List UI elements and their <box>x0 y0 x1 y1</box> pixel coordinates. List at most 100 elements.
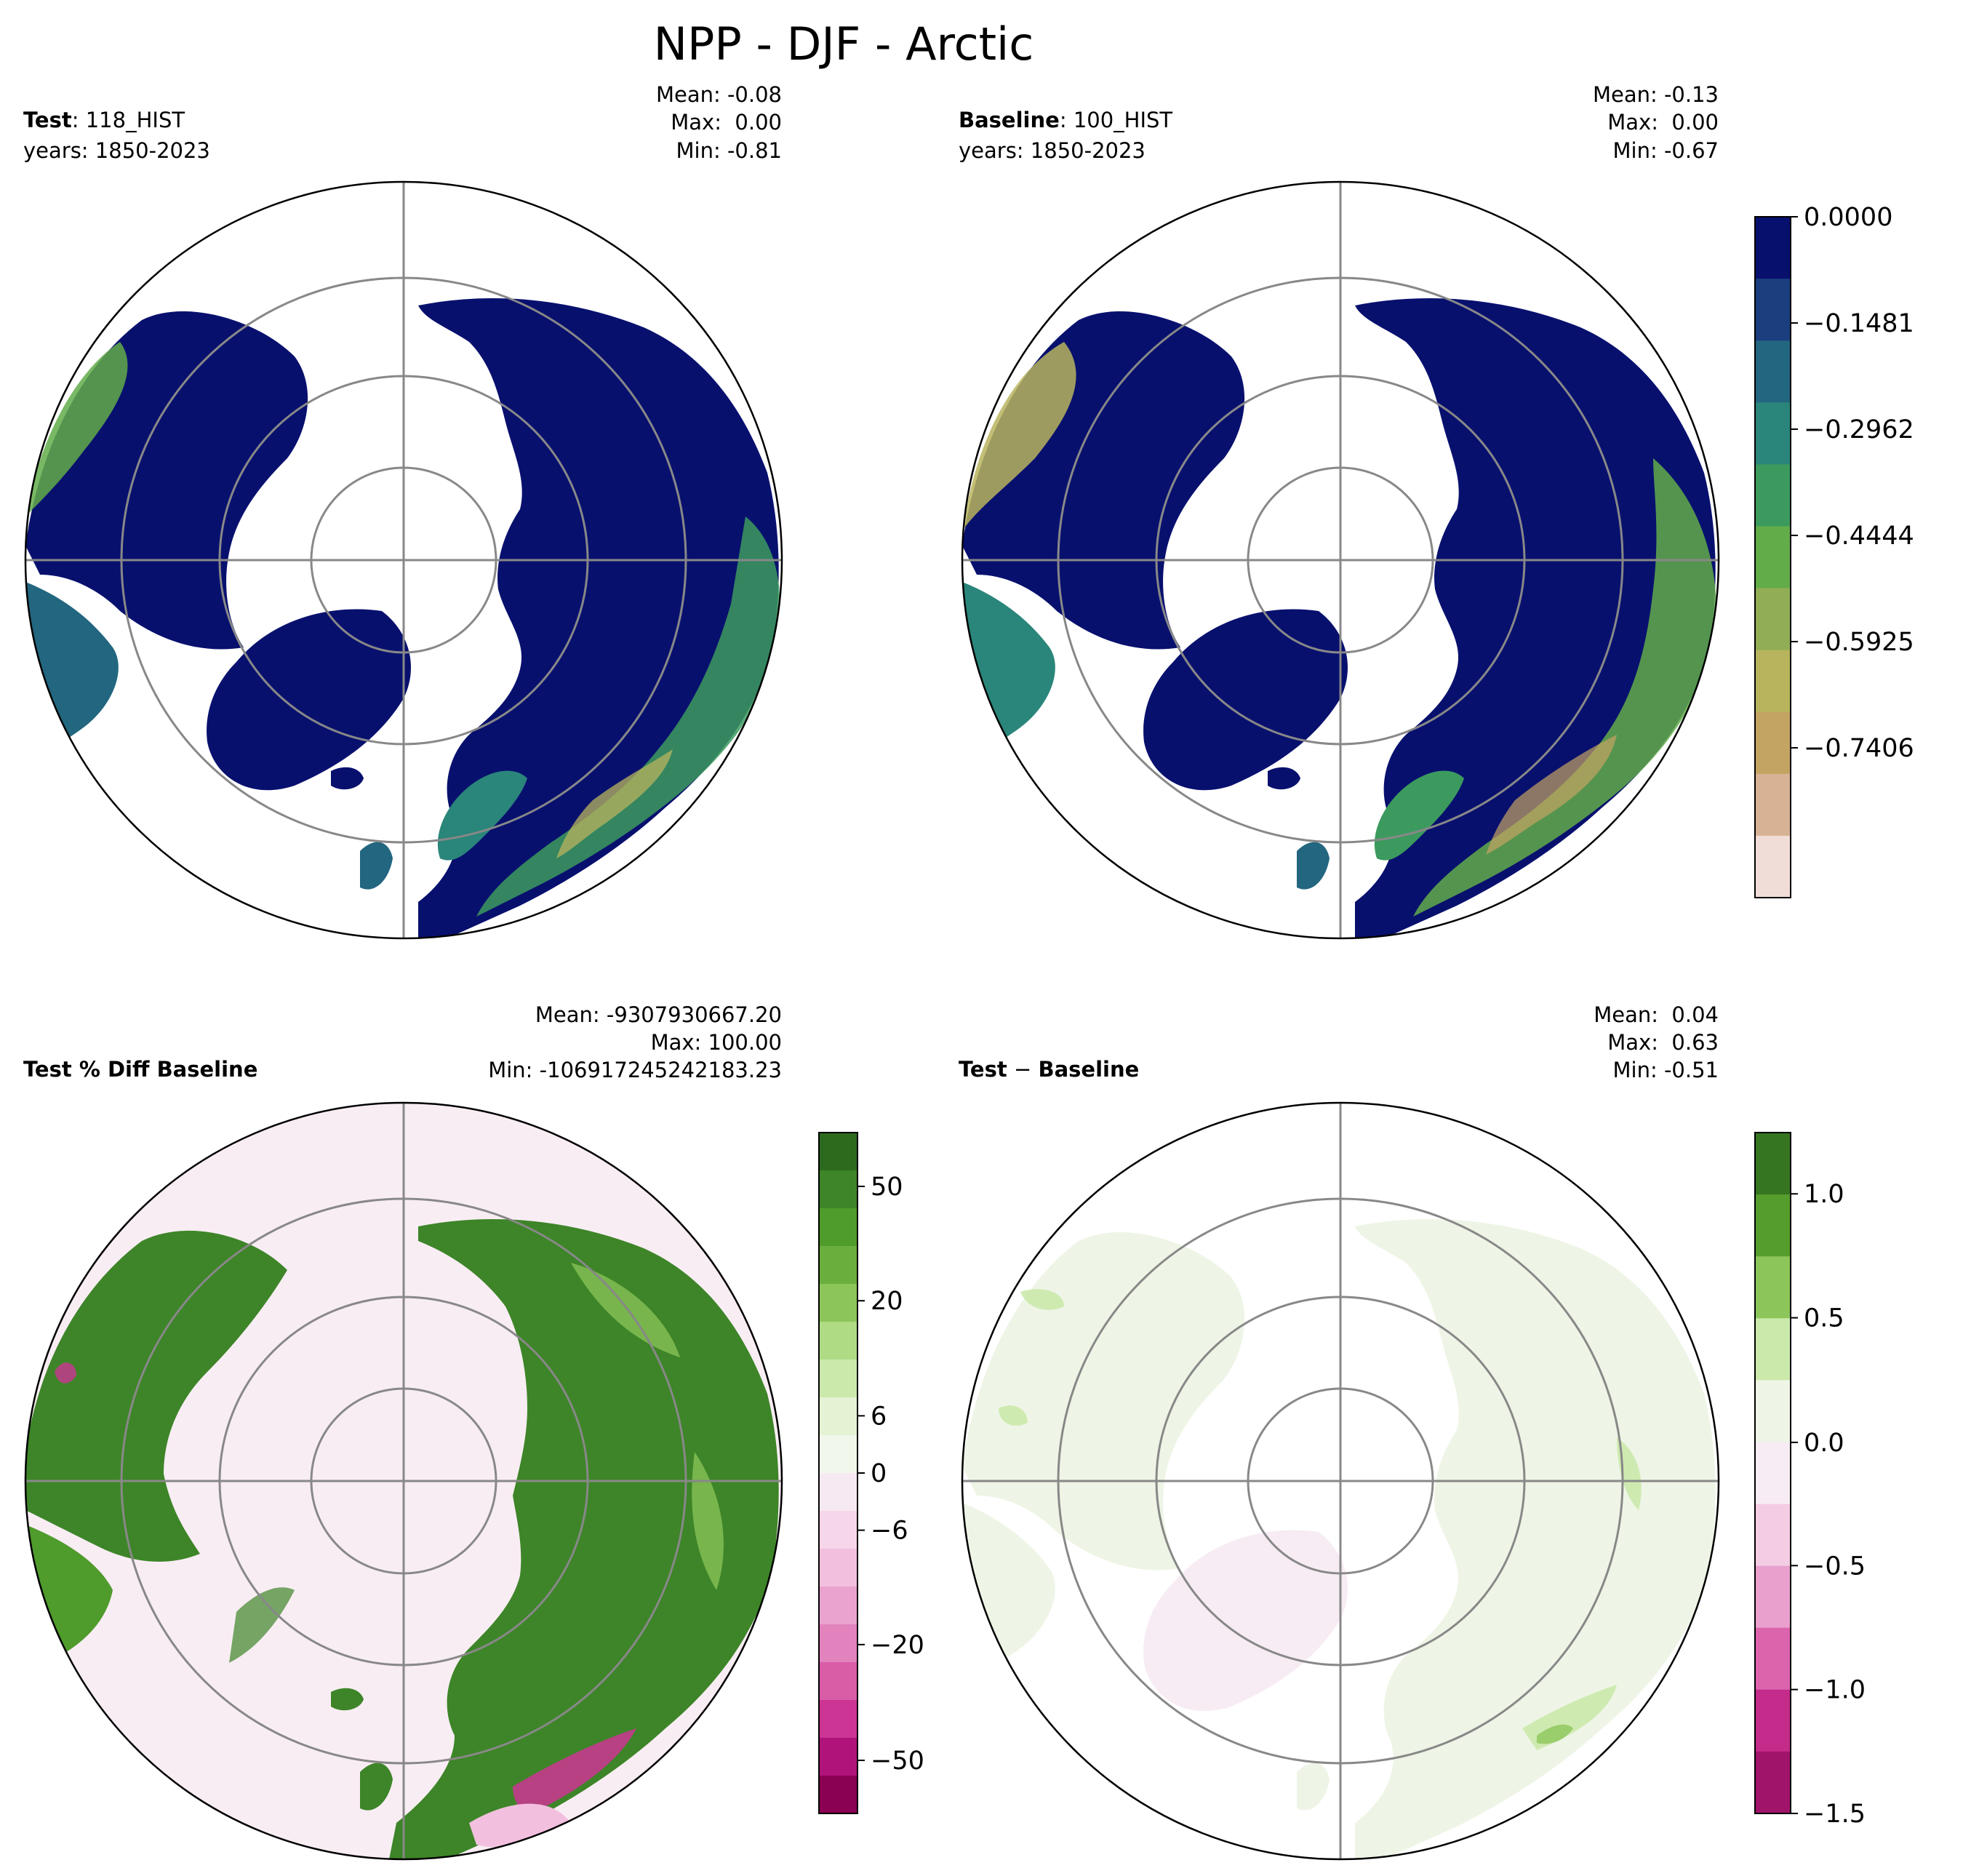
colorbar-tick-label: −1.5 <box>1804 1800 1866 1829</box>
panel-label: Baseline: 100_HIST <box>959 108 1172 132</box>
stat-min: Min: -106917245242183.23 <box>488 1058 782 1082</box>
polar-map <box>962 182 1719 938</box>
landmass-eurasia-gradient-2 <box>556 749 673 858</box>
pink-zone-south <box>513 1728 636 1811</box>
panel-test: Test: 118_HIST years: 1850-2023 Mean: -0… <box>23 82 783 940</box>
colorbar-swatch <box>1755 773 1791 837</box>
colorbar-tick-label: 0.0 <box>1804 1429 1844 1458</box>
figure-title: NPP - DJF - Arctic <box>654 17 1034 71</box>
colorbar-swatch <box>1755 464 1791 527</box>
landmass-north-america <box>962 1232 1245 1570</box>
landmass-eurasia-gradient-2 <box>1486 735 1617 855</box>
stat-mean: Mean: -9307930667.20 <box>535 1002 782 1027</box>
landmass-iceland <box>331 767 364 790</box>
panel-baseline: Baseline: 100_HIST years: 1850-2023 Mean… <box>959 82 1720 940</box>
pink-patch-na <box>55 1362 76 1384</box>
polar-map <box>962 1103 1719 1859</box>
colorbar-tick-label: −50 <box>871 1747 924 1776</box>
panel-years: years: 1850-2023 <box>959 138 1146 163</box>
colorbar-swatch <box>1755 1380 1791 1443</box>
landmass-scandinavia <box>1374 770 1464 861</box>
panel-abs-diff: Test − Baseline Mean: 0.04 Max: 0.63 Min… <box>959 1002 1720 1861</box>
landmass-greenland <box>1143 1530 1348 1712</box>
colorbar-tick-label: 0.5 <box>1804 1304 1844 1333</box>
colorbar-swatch <box>1755 340 1791 403</box>
colorbar-tick-label: 0 <box>871 1459 887 1488</box>
colorbar-swatch <box>1755 1689 1791 1752</box>
landmass-greenland <box>207 609 411 791</box>
colorbar-swatch <box>819 1473 857 1512</box>
map-boundary <box>24 1101 783 1861</box>
colorbar-tick-label: 50 <box>871 1173 903 1202</box>
colorbar-tick-label: −0.1481 <box>1804 309 1914 338</box>
colorbar-swatch <box>819 1435 857 1474</box>
stat-mean: Mean: 0.04 <box>1594 1002 1719 1027</box>
stat-max: Max: 0.63 <box>1607 1030 1719 1055</box>
colorbar-swatch <box>1755 1256 1791 1319</box>
colorbar-swatch <box>1755 1442 1791 1505</box>
colorbar-tick-label: −0.4444 <box>1804 522 1914 551</box>
landmass-eurasia-gradient-1 <box>476 516 780 917</box>
greenland-edge <box>229 1587 295 1663</box>
colorbar-swatch <box>1755 711 1791 775</box>
colorbar-swatch <box>819 1586 857 1625</box>
colorbar-swatch <box>819 1133 857 1171</box>
colorbar-swatch <box>1755 588 1791 651</box>
colorbar-swatch <box>1755 1565 1791 1629</box>
panel-label: Test − Baseline <box>959 1057 1139 1082</box>
iceland-edge <box>331 1688 364 1711</box>
colorbar-swatch <box>819 1246 857 1285</box>
stat-min: Min: -0.51 <box>1613 1058 1719 1082</box>
colorbar-swatch <box>819 1170 857 1209</box>
panel-label: Test: 118_HIST <box>23 108 185 132</box>
colorbar-tick-label: 1.0 <box>1804 1180 1844 1209</box>
colorbar-tick-label: 6 <box>871 1402 887 1431</box>
colorbar-swatch <box>1755 1133 1791 1195</box>
light-green-patches <box>571 1263 724 1590</box>
landmass-uk <box>1297 842 1330 890</box>
colorbar-tick-label: −0.7406 <box>1804 734 1914 763</box>
colorbar-swatch <box>819 1624 857 1663</box>
colorbar-swatch <box>819 1549 857 1587</box>
patch-green <box>1537 1724 1573 1744</box>
patch-light-green <box>1522 1437 1642 1750</box>
land-field <box>962 298 1717 938</box>
green-band-na <box>25 1230 287 1562</box>
landmass-scandinavia <box>437 770 527 861</box>
colorbar-swatch <box>1755 1194 1791 1257</box>
colorbar-swatch <box>1755 1751 1791 1814</box>
colorbar-border <box>1754 216 1791 898</box>
colorbar-swatch <box>1755 1627 1791 1691</box>
patch-na-green <box>999 1289 1064 1426</box>
panel-years: years: 1850-2023 <box>23 138 210 163</box>
panel-pct-diff: Test % Diff Baseline Mean: -9307930667.2… <box>23 1002 783 1861</box>
colorbar-swatch <box>819 1322 857 1360</box>
stat-max: Max: 0.00 <box>1607 110 1719 135</box>
colorbar-swatch <box>1755 1318 1791 1381</box>
colorbar-tick-label: 0.0000 <box>1804 203 1892 232</box>
landmass-uk <box>1297 1763 1330 1811</box>
colorbar-swatch <box>1755 835 1791 898</box>
colorbar-tick-label: −6 <box>871 1517 908 1546</box>
landmass-uk <box>360 842 393 890</box>
colorbar-swatch <box>1755 217 1791 279</box>
stat-max: Max: 100.00 <box>651 1030 782 1055</box>
landmass-iceland <box>1268 767 1300 790</box>
land-field <box>25 298 780 938</box>
colorbar-percent-diff: 50 20 6 0 −6 −20 −50 <box>818 1132 924 1814</box>
stat-max: Max: 0.00 <box>671 110 782 135</box>
map-boundary <box>961 1101 1720 1861</box>
landmass-greenland <box>1143 609 1348 791</box>
colorbar-tick-label: −20 <box>871 1631 924 1660</box>
polar-map <box>25 1103 782 1859</box>
colorbar-absolute: 0.0000 −0.1481 −0.2962 −0.4444 −0.5925 −0.740… <box>1754 203 1914 898</box>
colorbar-tick-label: −1.0 <box>1804 1676 1866 1705</box>
colorbar-difference: 1.0 0.5 0.0 −0.5 −1.0 −1.5 <box>1754 1132 1866 1829</box>
landmass-eurasia <box>1355 1219 1716 1859</box>
map-boundary <box>24 180 783 940</box>
colorbar-swatch <box>1755 279 1791 341</box>
colorbar-swatch <box>819 1662 857 1701</box>
colorbar-swatch <box>819 1208 857 1247</box>
stat-mean: Mean: -0.13 <box>1593 82 1719 107</box>
